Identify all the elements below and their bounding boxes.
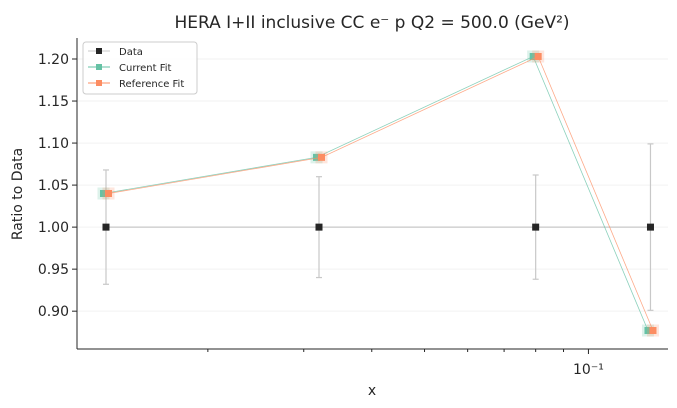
legend: Data Current Fit Reference Fit	[82, 41, 198, 95]
tick-layer: 0.90 0.95 1.00 1.05 1.10 1.15 1.20 10⁻¹	[38, 52, 604, 378]
data-point	[649, 327, 657, 335]
x-tick-label: 10⁻¹	[573, 362, 604, 378]
data-point	[315, 223, 323, 231]
series-line	[108, 55, 654, 331]
grid-layer	[77, 58, 668, 312]
data-point	[99, 190, 107, 197]
data-point	[317, 153, 325, 161]
legend-label: Reference Fit	[119, 79, 184, 90]
data-point	[312, 153, 320, 161]
data-point	[646, 223, 654, 231]
series-line	[103, 55, 649, 331]
legend-label: Current Fit	[119, 63, 172, 74]
y-tick-label: 1.20	[38, 52, 69, 68]
data-point	[644, 327, 652, 335]
y-axis-label: Ratio to Data	[10, 148, 26, 240]
legend-label: Data	[119, 47, 143, 58]
y-tick-label: 1.10	[38, 136, 69, 152]
chart-title: HERA I+II inclusive CC e⁻ p Q2 = 500.0 (…	[174, 13, 569, 33]
data-point	[534, 52, 542, 60]
series-layer	[97, 50, 659, 337]
data-point	[102, 223, 110, 231]
legend-marker	[96, 48, 102, 54]
legend-marker	[96, 80, 102, 86]
y-tick-label: 1.15	[38, 94, 69, 110]
y-tick-label: 0.95	[38, 262, 69, 278]
y-tick-label: 1.00	[38, 220, 69, 236]
legend-marker	[96, 64, 102, 70]
legend-box	[82, 41, 198, 95]
data-point	[104, 190, 112, 197]
x-axis-label: x	[368, 383, 376, 399]
y-tick-label: 1.05	[38, 178, 69, 194]
y-tick-label: 0.90	[38, 304, 69, 320]
data-point	[532, 223, 540, 231]
axes-layer	[76, 38, 668, 350]
data-point	[529, 52, 537, 60]
